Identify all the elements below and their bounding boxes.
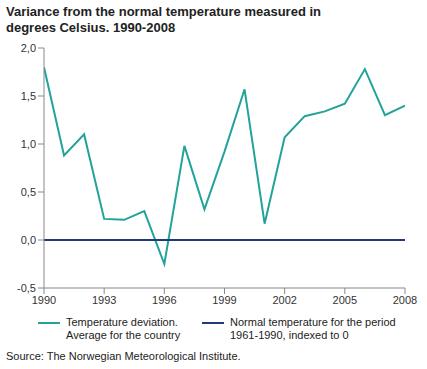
svg-text:0,5: 0,5 bbox=[21, 186, 36, 198]
svg-text:1996: 1996 bbox=[152, 294, 176, 306]
html-text:Temperature deviation. Average: Temperature deviation. Average for the c… bbox=[66, 316, 181, 341]
html-text:Normal temperature for the per: Normal temperature for the period 1961-1… bbox=[230, 316, 396, 341]
svg-text:-0,5: -0,5 bbox=[17, 282, 36, 294]
svg-text:2,0: 2,0 bbox=[21, 42, 36, 54]
svg-text:1990: 1990 bbox=[32, 294, 56, 306]
svg-text:1,5: 1,5 bbox=[21, 90, 36, 102]
svg-text:2002: 2002 bbox=[272, 294, 296, 306]
html-text:Variance from the normal tempe: Variance from the normal temperature mea… bbox=[6, 4, 321, 35]
svg-text:2008: 2008 bbox=[393, 294, 417, 306]
svg-text:2005: 2005 bbox=[333, 294, 357, 306]
svg-text:0,0: 0,0 bbox=[21, 234, 36, 246]
svg-text:1,0: 1,0 bbox=[21, 138, 36, 150]
svg-text:1993: 1993 bbox=[92, 294, 116, 306]
html-text:Source: The Norwegian Meteorol: Source: The Norwegian Meteorological Ins… bbox=[6, 350, 241, 362]
svg-text:1999: 1999 bbox=[212, 294, 236, 306]
